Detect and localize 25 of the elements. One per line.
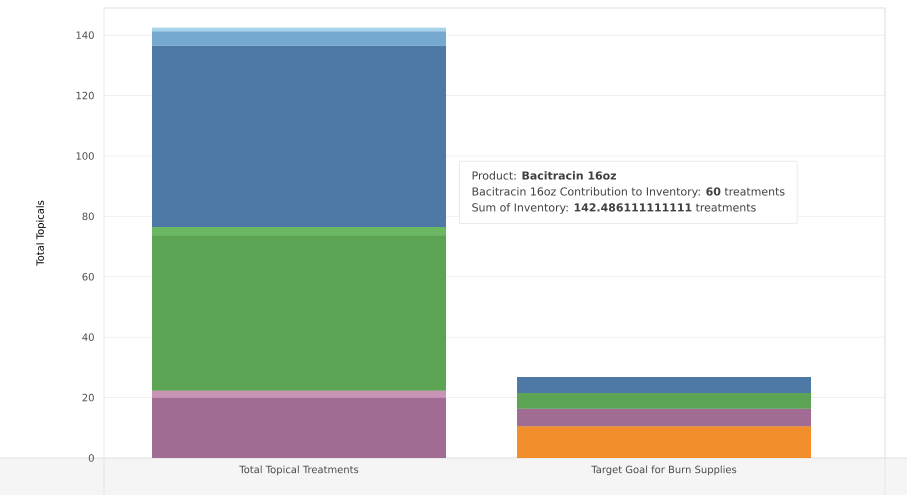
annotation: Product: Bacitracin 16oz xyxy=(472,171,616,180)
bar xyxy=(152,46,446,227)
x-tick-label: Total Topical Treatments xyxy=(239,465,358,476)
annotation: Sum of Inventory: 142.486111111111 treatments xyxy=(472,203,756,214)
x-tick-label: Target Goal for Burn Supplies xyxy=(591,465,736,476)
bar xyxy=(517,393,812,409)
bar xyxy=(152,226,446,236)
bar xyxy=(152,390,446,398)
bar xyxy=(517,426,812,458)
y-tick-label: 0 xyxy=(88,454,94,462)
bar xyxy=(152,31,446,46)
y-tick-label: 20 xyxy=(82,394,94,402)
y-tick-label: 40 xyxy=(82,333,94,341)
y-tick-label: 80 xyxy=(82,212,94,220)
y-tick-label: 140 xyxy=(76,31,94,39)
bar xyxy=(517,377,812,394)
y-axis-title: Total Topicals xyxy=(36,200,46,266)
y-tick-label: 60 xyxy=(82,273,94,281)
bar xyxy=(152,28,446,32)
y-tick-label: 120 xyxy=(76,92,94,100)
bar xyxy=(152,235,446,391)
bar xyxy=(152,398,446,458)
y-tick-label: 100 xyxy=(76,152,94,160)
bar xyxy=(517,408,812,426)
annotation: Bacitracin 16oz Contribution to Inventory: 60 treatments xyxy=(472,187,785,198)
